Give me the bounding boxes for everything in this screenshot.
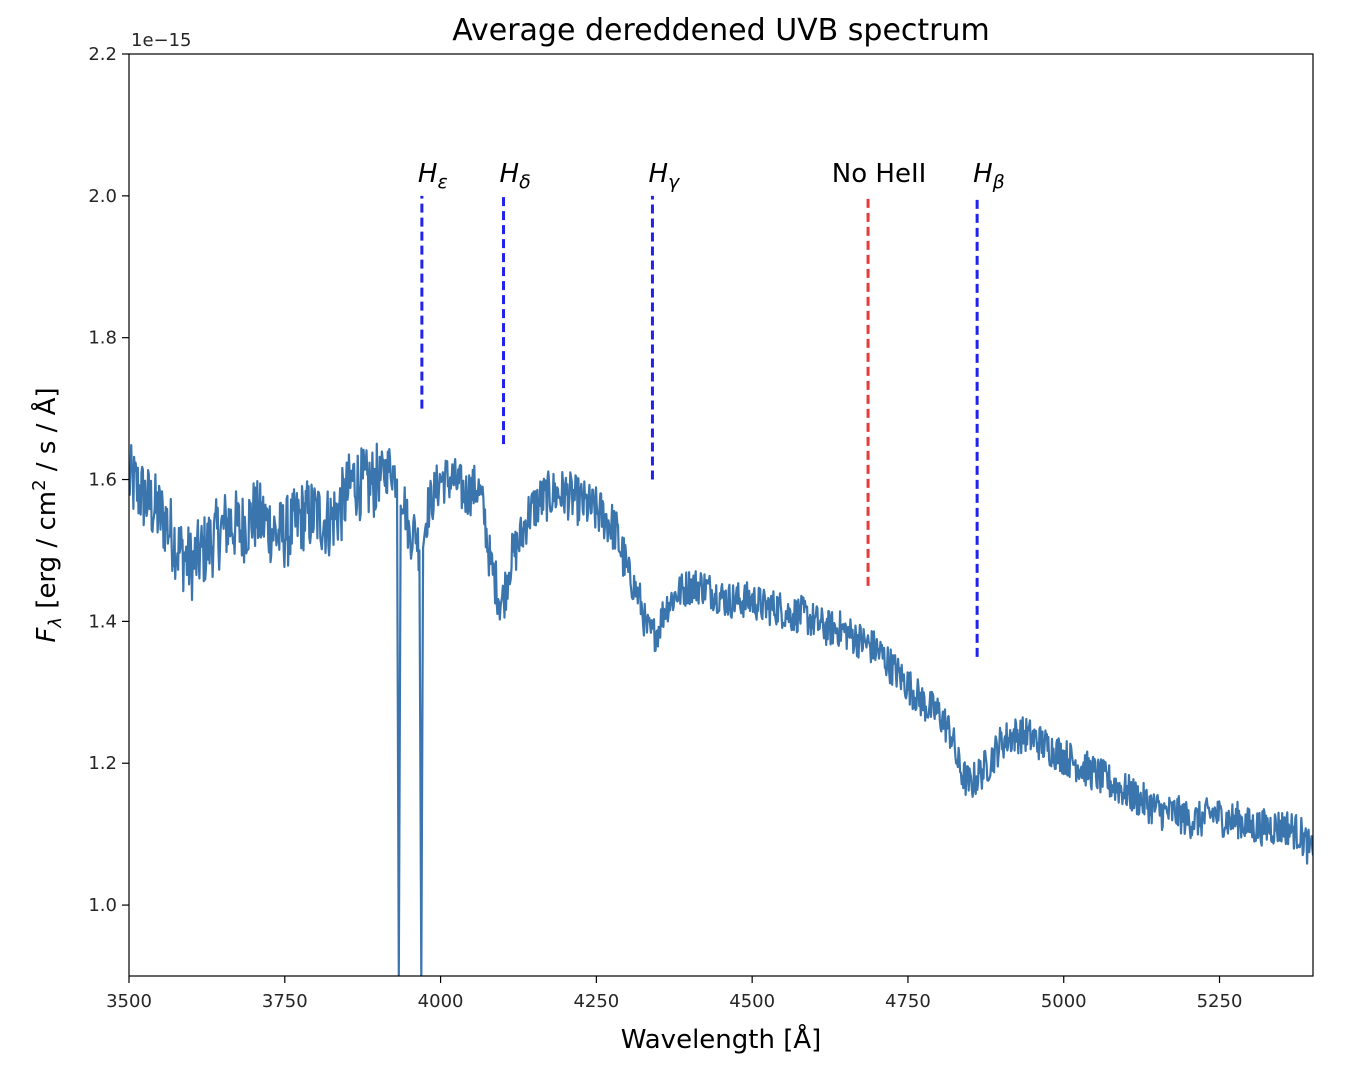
marker-label-1: Hδ bbox=[500, 159, 531, 193]
y-offset-text: 1e−15 bbox=[131, 30, 192, 51]
y-axis-label: Fλ [erg / cm2 / s / Å] bbox=[29, 387, 66, 642]
x-tick-label: 5250 bbox=[1197, 991, 1243, 1012]
y-tick-label: 2.0 bbox=[88, 186, 117, 207]
y-tick-label: 1.4 bbox=[88, 611, 117, 632]
marker-label-2: Hγ bbox=[648, 159, 681, 193]
marker-label-0: Hε bbox=[418, 159, 448, 193]
y-tick-label: 1.6 bbox=[88, 470, 117, 491]
x-tick-label: 3500 bbox=[106, 991, 152, 1012]
y-tick-label: 2.2 bbox=[88, 44, 117, 65]
plot-frame bbox=[128, 53, 1314, 977]
x-tick-label: 5000 bbox=[1041, 991, 1087, 1012]
chart-title: Average dereddened UVB spectrum bbox=[452, 13, 990, 48]
spectrum-line bbox=[129, 442, 1313, 976]
y-tick-label: 1.2 bbox=[88, 753, 117, 774]
x-tick-label: 4250 bbox=[573, 991, 619, 1012]
marker-label-3: No HeII bbox=[832, 159, 927, 189]
y-tick-label: 1.8 bbox=[88, 328, 117, 349]
x-tick-label: 4000 bbox=[418, 991, 464, 1012]
x-tick-label: 3750 bbox=[262, 991, 308, 1012]
x-tick-label: 4500 bbox=[729, 991, 775, 1012]
y-tick-label: 1.0 bbox=[88, 895, 117, 916]
x-axis-label: Wavelength [Å] bbox=[621, 1023, 822, 1055]
x-tick-label: 4750 bbox=[885, 991, 931, 1012]
marker-label-4: Hβ bbox=[973, 159, 1005, 193]
